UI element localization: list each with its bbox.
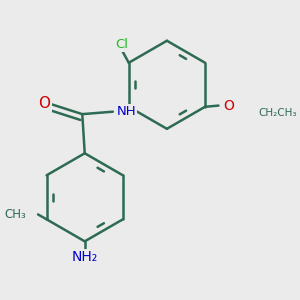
Text: NH: NH	[116, 105, 136, 118]
Text: CH₃: CH₃	[4, 208, 26, 221]
Text: O: O	[224, 99, 234, 112]
Text: CH₂CH₃: CH₂CH₃	[259, 108, 297, 118]
Text: NH₂: NH₂	[72, 250, 98, 264]
Text: Cl: Cl	[115, 38, 128, 51]
Text: O: O	[38, 96, 50, 111]
